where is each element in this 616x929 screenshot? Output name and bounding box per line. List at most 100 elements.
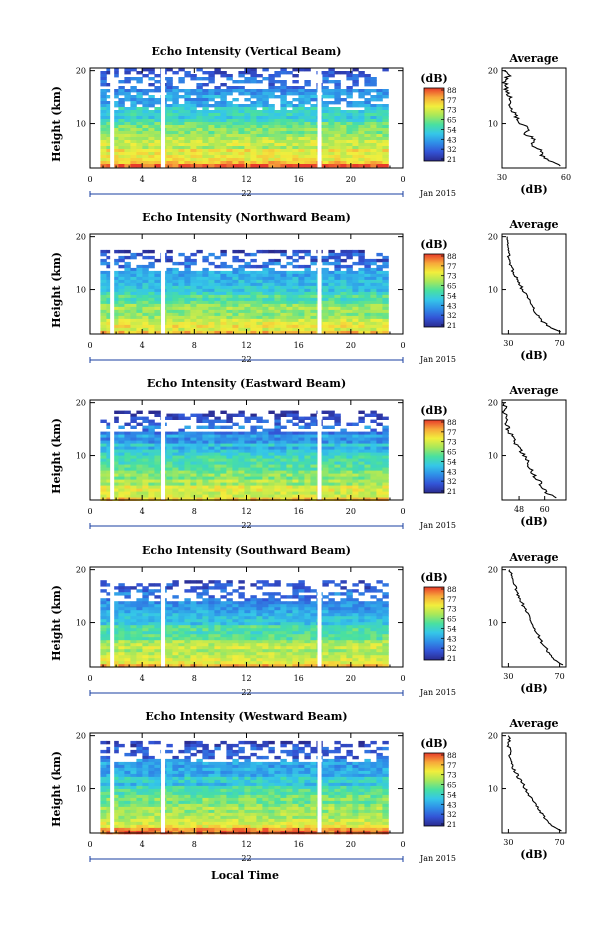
date-label: Jan 2015: [419, 854, 456, 863]
x-tick-label: 16: [294, 175, 304, 184]
data-gap: [110, 68, 115, 168]
data-gap: [110, 400, 115, 500]
y-tick-label: 20: [76, 233, 86, 242]
colorbar-tick-label: 54: [447, 624, 457, 633]
colorbar-tick-label: 32: [447, 810, 457, 819]
y-tick-label: 10: [76, 286, 86, 295]
data-gap: [317, 567, 322, 667]
colorbar-tick-label: 21: [447, 820, 457, 829]
x-tick-label: 16: [294, 674, 304, 683]
y-tick-label: 20: [76, 732, 86, 741]
x-tick-label: 0: [400, 507, 405, 516]
x-tick-label: 20: [346, 175, 356, 184]
avg-y-tick-label: 20: [488, 233, 498, 242]
x-tick-label: 8: [192, 341, 197, 350]
y-tick-label: 10: [76, 619, 86, 628]
y-tick-label: 20: [76, 67, 86, 76]
colorbar-tick-label: 65: [447, 615, 457, 624]
x-tick-label: 0: [87, 175, 92, 184]
y-tick-label: 20: [76, 399, 86, 408]
x-tick-label: 0: [87, 674, 92, 683]
x-tick-label: 4: [140, 175, 145, 184]
colorbar-unit: (dB): [420, 737, 447, 750]
data-gap: [161, 567, 166, 667]
average-profile: Average 10 20 30 70 (dB): [488, 218, 567, 362]
colorbar-tick-label: 65: [447, 781, 457, 790]
panel-1: Echo Intensity (Vertical Beam) 10 20 0 4 8 12 1…: [50, 45, 571, 198]
avg-x-tick-label: 60: [561, 173, 571, 182]
x-tick-label: 8: [192, 674, 197, 683]
colorbar-tick-label: 21: [447, 487, 457, 496]
colorbar: [423, 253, 445, 328]
x-tick-label: 0: [87, 341, 92, 350]
average-frame: [501, 566, 567, 668]
colorbar-tick-label: 73: [447, 106, 457, 115]
avg-x-label: (dB): [520, 682, 547, 695]
average-title: Average: [508, 551, 558, 564]
avg-y-tick-label: 20: [488, 732, 498, 741]
avg-x-tick-label: 48: [514, 505, 524, 514]
x-tick-label: 20: [346, 341, 356, 350]
avg-x-tick-label: 70: [555, 339, 565, 348]
colorbar-unit: (dB): [420, 72, 447, 85]
colorbar: [423, 419, 445, 494]
data-gap: [161, 234, 166, 334]
data-gap: [110, 234, 115, 334]
avg-x-label: (dB): [520, 848, 547, 861]
avg-y-tick-label: 10: [488, 452, 498, 461]
colorbar-tick-label: 21: [447, 155, 457, 164]
panel-title: Echo Intensity (Vertical Beam): [151, 45, 341, 58]
average-profile: Average 10 20 30 70 (dB): [488, 551, 567, 695]
x-tick-label: 20: [346, 840, 356, 849]
y-axis-label: Height (km): [50, 252, 63, 328]
data-gap: [317, 68, 322, 168]
panel-title: Echo Intensity (Westward Beam): [145, 710, 347, 723]
avg-x-tick-label: 30: [497, 173, 507, 182]
average-line: [501, 70, 561, 167]
colorbar-tick-label: 73: [447, 438, 457, 447]
avg-x-tick-label: 70: [555, 672, 565, 681]
x-tick-label: 12: [241, 674, 251, 683]
average-title: Average: [508, 52, 558, 65]
avg-y-tick-label: 10: [488, 286, 498, 295]
colorbar: [423, 586, 445, 661]
data-gap: [317, 234, 322, 334]
colorbar-tick-label: 77: [447, 262, 457, 271]
colorbar-unit: (dB): [420, 404, 447, 417]
colorbar-tick-label: 88: [447, 751, 457, 760]
average-profile: Average 10 20 30 70 (dB): [488, 717, 567, 861]
y-axis-label: Height (km): [50, 751, 63, 827]
average-line: [501, 402, 557, 499]
colorbar-tick-label: 65: [447, 448, 457, 457]
colorbar-tick-label: 54: [447, 125, 457, 134]
x-tick-label: 16: [294, 507, 304, 516]
data-gap: [110, 567, 115, 667]
average-frame: [501, 67, 567, 169]
date-label: Jan 2015: [419, 189, 456, 198]
data-gap: [161, 400, 166, 500]
average-title: Average: [508, 384, 558, 397]
average-line: [506, 236, 561, 333]
x-axis-label: Local Time: [211, 869, 279, 882]
x-tick-label: 20: [346, 674, 356, 683]
colorbar-tick-label: 43: [447, 800, 457, 809]
colorbar: [423, 752, 445, 827]
colorbar-tick-label: 77: [447, 96, 457, 105]
colorbar-tick-label: 88: [447, 418, 457, 427]
data-gap: [317, 733, 322, 833]
avg-y-tick-label: 10: [488, 785, 498, 794]
colorbar-tick-label: 43: [447, 301, 457, 310]
y-axis-label: Height (km): [50, 585, 63, 661]
x-tick-label: 12: [241, 175, 251, 184]
x-tick-label: 20: [346, 507, 356, 516]
y-axis-label: Height (km): [50, 418, 63, 494]
panel-title: Echo Intensity (Northward Beam): [142, 211, 351, 224]
x-tick-label: 4: [140, 341, 145, 350]
day-label: 22: [241, 521, 251, 530]
avg-x-tick-label: 30: [503, 838, 513, 847]
y-tick-label: 10: [76, 785, 86, 794]
x-tick-label: 12: [241, 507, 251, 516]
data-gap: [317, 400, 322, 500]
colorbar-tick-label: 73: [447, 605, 457, 614]
colorbar-tick-label: 43: [447, 135, 457, 144]
